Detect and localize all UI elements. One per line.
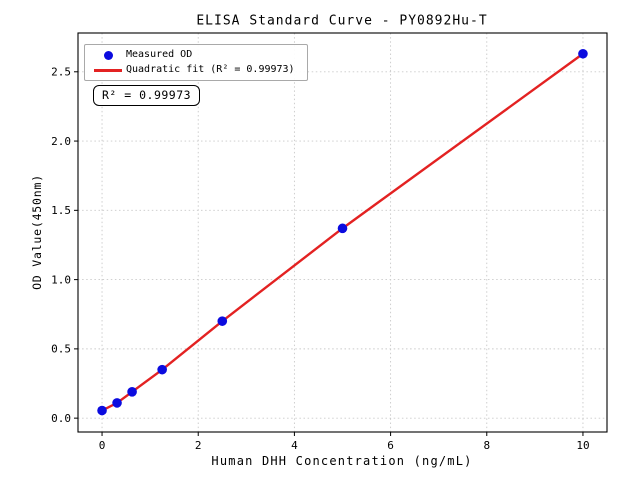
x-tick-label: 6 — [387, 439, 394, 452]
data-point — [112, 398, 122, 408]
x-tick-label: 8 — [483, 439, 490, 452]
x-tick-label: 2 — [195, 439, 202, 452]
x-tick-label: 10 — [576, 439, 589, 452]
legend: Measured OD Quadratic fit (R² = 0.99973) — [84, 44, 308, 81]
x-tick-label: 4 — [291, 439, 298, 452]
data-point — [157, 364, 167, 375]
y-tick-label: 2.0 — [51, 135, 71, 148]
y-tick-label: 0.0 — [51, 412, 71, 425]
legend-label-measured-od: Measured OD — [126, 49, 193, 60]
data-point — [127, 387, 137, 397]
legend-item-quadratic-fit: Quadratic fit (R² = 0.99973) — [90, 64, 295, 76]
x-tick-label: 0 — [99, 439, 106, 452]
legend-marker-area — [90, 50, 126, 60]
line-marker-icon — [94, 68, 122, 72]
y-tick-label: 0.5 — [51, 343, 71, 356]
y-axis-label: OD Value(450nm) — [30, 174, 44, 290]
r-squared-annotation: R² = 0.99973 — [93, 85, 201, 106]
y-tick-label: 1.5 — [51, 204, 71, 217]
legend-item-measured-od: Measured OD — [90, 49, 295, 61]
scatter-marker-icon — [103, 50, 113, 60]
plot-border — [77, 32, 608, 433]
chart-title: ELISA Standard Curve - PY0892Hu-T — [196, 13, 488, 29]
data-point — [578, 48, 588, 59]
data-point — [337, 223, 348, 234]
x-axis-label: Human DHH Concentration (ng/mL) — [211, 454, 473, 468]
y-tick-label: 1.0 — [51, 273, 71, 286]
legend-label-quadratic-fit: Quadratic fit (R² = 0.99973) — [126, 64, 295, 75]
data-point — [97, 405, 107, 416]
legend-marker-area — [90, 68, 126, 72]
data-point — [217, 316, 228, 326]
y-tick-label: 2.5 — [51, 66, 71, 79]
